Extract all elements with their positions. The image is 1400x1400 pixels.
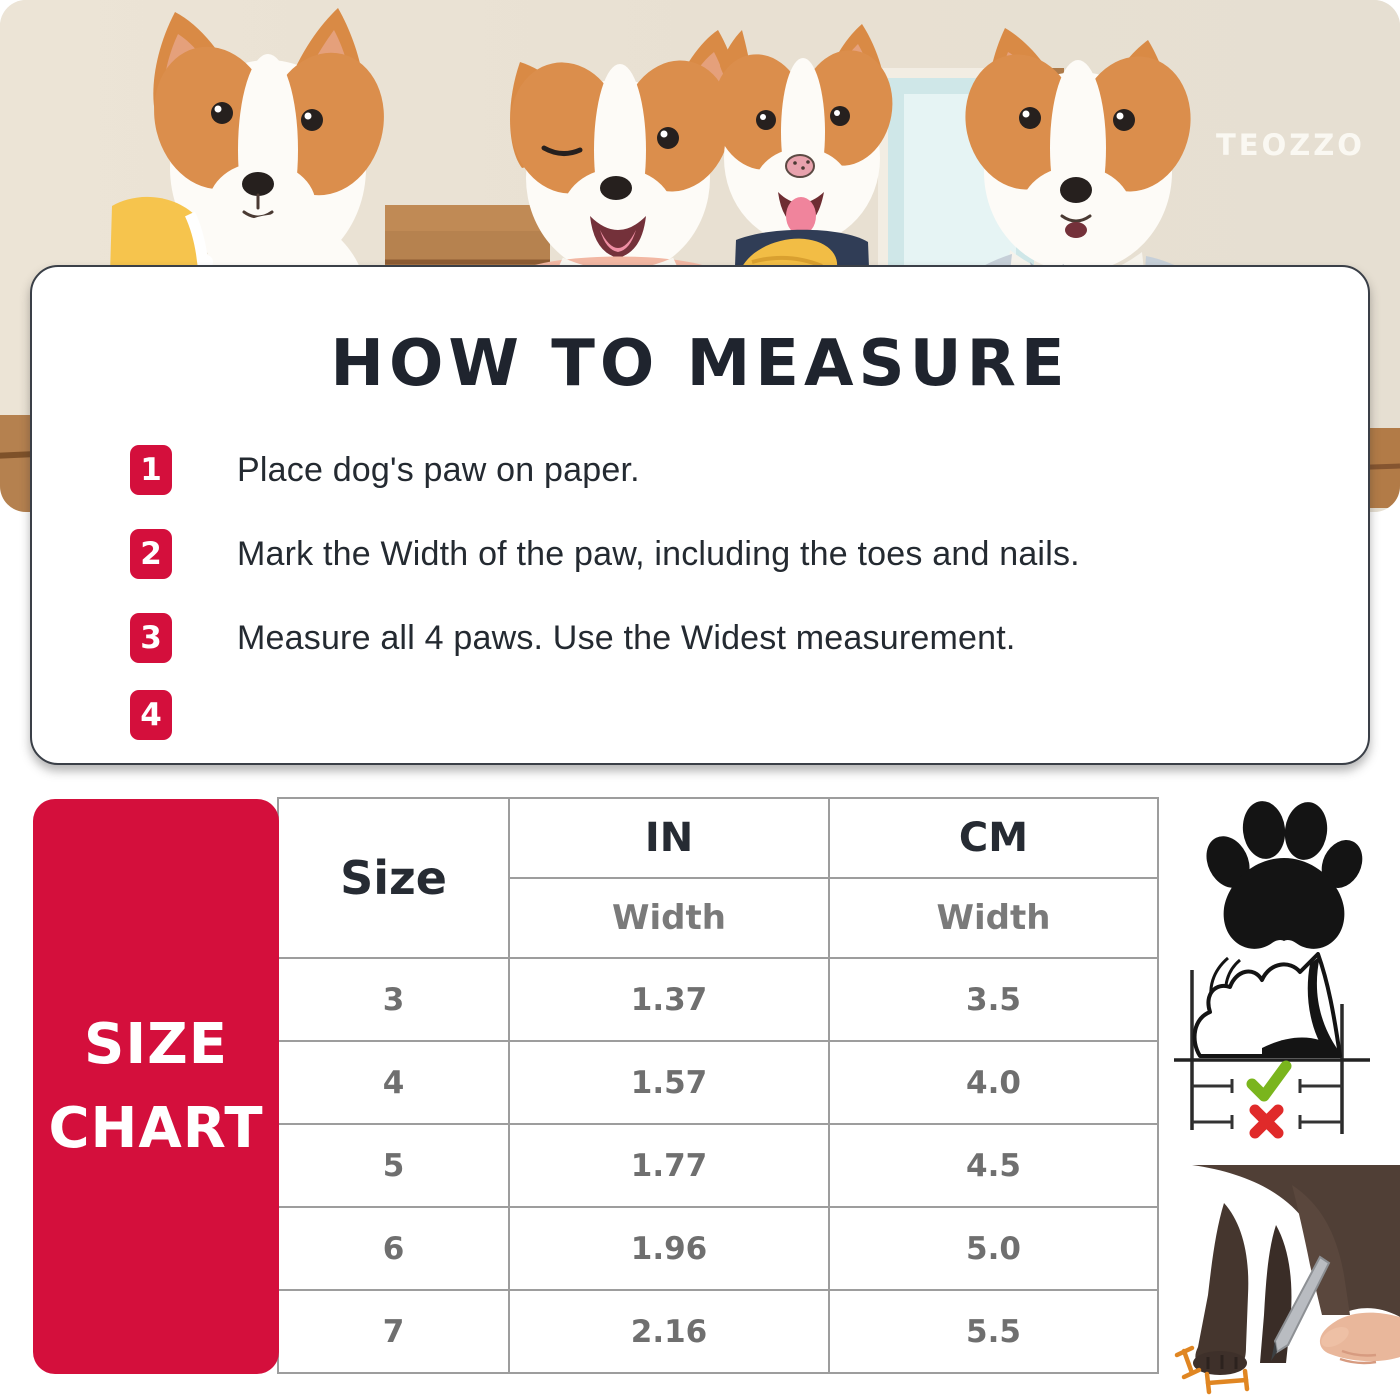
cell-size: 7 xyxy=(277,1289,510,1374)
size-table: Size IN CM Width Width 3 1.37 3.5 4 1.57… xyxy=(277,797,1159,1374)
cell-size: 4 xyxy=(277,1040,510,1125)
size-chart-label-line1: SIZE xyxy=(83,1011,229,1077)
column-header-cm: CM xyxy=(828,797,1159,879)
cell-size: 6 xyxy=(277,1206,510,1291)
table-row: 6 1.96 5.0 xyxy=(277,1206,1159,1291)
cell-cm: 3.5 xyxy=(828,957,1159,1042)
column-header-in: IN xyxy=(508,797,830,879)
size-chart-label: SIZE CHART xyxy=(33,799,279,1374)
cell-cm: 4.0 xyxy=(828,1040,1159,1125)
step-number-badge: 1 xyxy=(130,445,172,495)
measure-step-3: 3 Measure all 4 paws. Use the Widest mea… xyxy=(32,613,1368,665)
measure-marks xyxy=(1174,1345,1250,1395)
cell-in: 1.77 xyxy=(508,1123,830,1208)
check-icon xyxy=(1246,1060,1292,1102)
measure-step-4: 4 xyxy=(32,690,1368,742)
brand-logo: TEOZZO xyxy=(1216,128,1365,162)
table-row: 3 1.37 3.5 xyxy=(277,957,1159,1042)
cell-size: 3 xyxy=(277,957,510,1042)
cell-size: 5 xyxy=(277,1123,510,1208)
step-text: Measure all 4 paws. Use the Widest measu… xyxy=(237,618,1016,657)
step-number-badge: 2 xyxy=(130,529,172,579)
step-number-badge: 3 xyxy=(130,613,172,663)
cross-icon xyxy=(1249,1104,1284,1139)
step-text: Mark the Width of the paw, including the… xyxy=(237,534,1080,573)
measure-step-1: 1 Place dog's paw on paper. xyxy=(32,445,1368,497)
cell-in: 1.96 xyxy=(508,1206,830,1291)
size-chart-label-line2: CHART xyxy=(48,1095,264,1161)
measure-step-2: 2 Mark the Width of the paw, including t… xyxy=(32,529,1368,581)
cell-in: 2.16 xyxy=(508,1289,830,1374)
column-header-size: Size xyxy=(277,797,510,959)
how-to-measure-card: HOW TO MEASURE 1 Place dog's paw on pape… xyxy=(30,265,1370,765)
subheader-width-in: Width xyxy=(508,877,830,959)
table-row: 5 1.77 4.5 xyxy=(277,1123,1159,1208)
table-row: 4 1.57 4.0 xyxy=(277,1040,1159,1125)
page-title: HOW TO MEASURE xyxy=(330,327,1070,401)
paw-measure-diagram xyxy=(1174,952,1370,1139)
puppy-1 xyxy=(108,8,384,398)
paw-print-icon xyxy=(1206,801,1363,949)
dog-measure-photo xyxy=(1174,1165,1400,1395)
cell-in: 1.37 xyxy=(508,957,830,1042)
cell-cm: 4.5 xyxy=(828,1123,1159,1208)
cell-cm: 5.5 xyxy=(828,1289,1159,1374)
cell-cm: 5.0 xyxy=(828,1206,1159,1291)
cell-in: 1.57 xyxy=(508,1040,830,1125)
table-row: 7 2.16 5.5 xyxy=(277,1289,1159,1374)
step-text: Place dog's paw on paper. xyxy=(237,450,640,489)
subheader-width-cm: Width xyxy=(828,877,1159,959)
step-number-badge: 4 xyxy=(130,690,172,740)
